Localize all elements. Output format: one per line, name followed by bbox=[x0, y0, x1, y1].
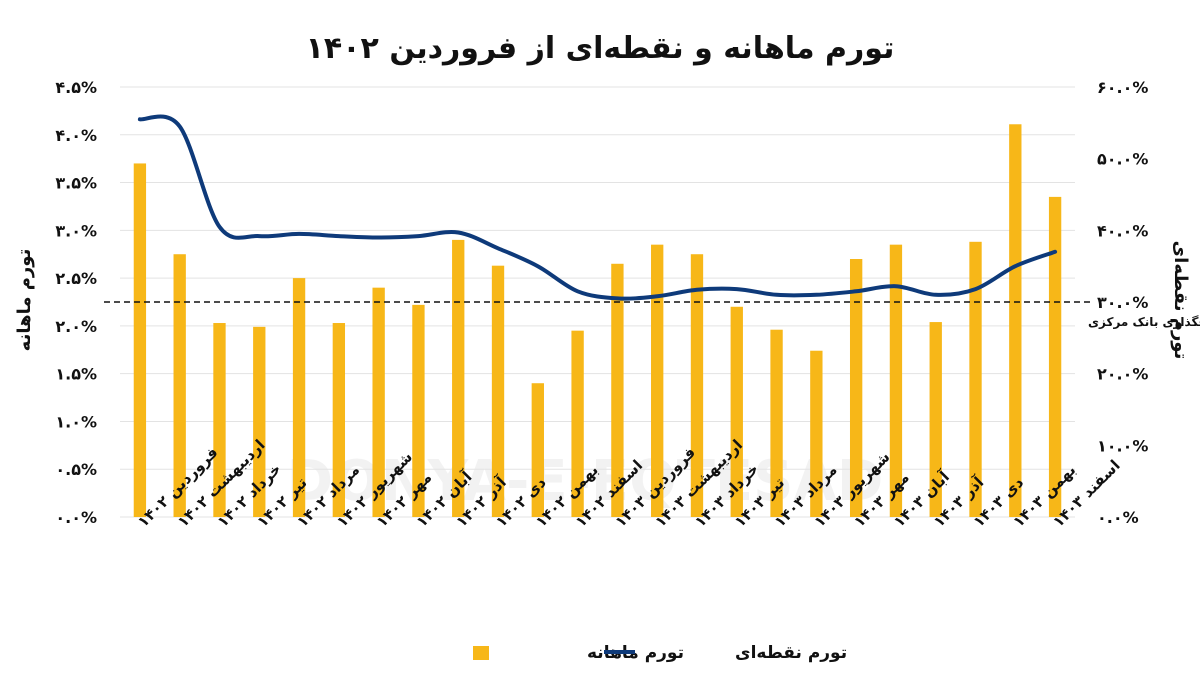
y-left-tick-label: ۰.۵% bbox=[55, 460, 97, 479]
bar bbox=[452, 239, 465, 517]
watermark-text: DONYA-E-EQTESAD bbox=[287, 449, 884, 514]
line-path bbox=[137, 114, 1058, 301]
reference-line-group: هدفگذاری بانک مرکزی bbox=[104, 301, 1200, 329]
right-axis-ticks: ۰.۰% ۱۰.۰% ۲۰.۰% ۳۰.۰% ۴۰.۰% ۵۰.۰% ۶۰.۰% bbox=[1097, 78, 1148, 527]
bar bbox=[571, 330, 584, 517]
y-left-tick-label: ۱.۰% bbox=[55, 412, 97, 431]
legend-label-line: تورم نقطه‌ای bbox=[735, 643, 847, 663]
bar bbox=[849, 259, 863, 517]
y-right-tick-label: ۳۰.۰% bbox=[1097, 293, 1148, 312]
left-axis-ticks: ۰.۰% ۰.۵% ۱.۰% ۱.۵% ۲.۰% ۲.۵% ۳.۰% ۳.۵% ۴.۰% ۴.۵% bbox=[55, 78, 97, 527]
bar bbox=[491, 265, 505, 517]
bar-series bbox=[133, 124, 1062, 518]
bar bbox=[173, 254, 186, 517]
y-left-tick-label: ۲.۰% bbox=[55, 317, 97, 336]
reference-line-label: هدفگذاری بانک مرکزی bbox=[1088, 315, 1200, 329]
y-left-tick-label: ۲.۵% bbox=[55, 269, 97, 288]
bar bbox=[770, 329, 783, 517]
bar bbox=[1009, 124, 1022, 518]
y-left-tick-label: ۴.۵% bbox=[55, 78, 97, 97]
legend-swatch-bar bbox=[473, 646, 489, 660]
y-right-tick-label: ۱۰.۰% bbox=[1097, 436, 1148, 455]
y-left-tick-label: ۴.۰% bbox=[55, 126, 97, 145]
bar bbox=[730, 306, 743, 517]
gridlines bbox=[120, 86, 1075, 518]
y-right-tick-label: ۲۰.۰% bbox=[1097, 365, 1148, 384]
line-series bbox=[137, 114, 1058, 301]
y-right-tick-label: ۶۰.۰% bbox=[1097, 78, 1148, 97]
bar bbox=[412, 304, 425, 517]
y-left-tick-label: ۳.۵% bbox=[55, 174, 97, 193]
bar bbox=[253, 326, 266, 517]
legend-label-bar: تورم ماهانه bbox=[587, 643, 684, 663]
bar bbox=[929, 322, 942, 517]
y-right-tick-label: ۴۰.۰% bbox=[1097, 221, 1148, 240]
bar bbox=[1048, 196, 1062, 517]
bar bbox=[292, 278, 306, 517]
y-axis-left-label: تورم ماهانه bbox=[14, 249, 35, 352]
bar bbox=[332, 323, 346, 517]
bar bbox=[213, 323, 226, 517]
bar bbox=[889, 244, 903, 517]
bar bbox=[372, 287, 385, 517]
chart-title: تورم ماهانه و نقطه‌ای از فروردین ۱۴۰۲ bbox=[306, 31, 895, 66]
bar bbox=[969, 241, 982, 518]
y-right-tick-label: ۰.۰% bbox=[1097, 508, 1139, 527]
bar bbox=[531, 383, 544, 517]
y-left-tick-label: ۰.۰% bbox=[55, 508, 97, 527]
y-right-tick-label: ۵۰.۰% bbox=[1097, 150, 1148, 169]
y-left-tick-label: ۳.۰% bbox=[55, 221, 97, 240]
bar bbox=[810, 350, 823, 517]
bar bbox=[133, 163, 147, 517]
y-left-tick-label: ۱.۵% bbox=[55, 365, 97, 384]
bar bbox=[611, 263, 624, 517]
bar bbox=[690, 254, 704, 517]
y-axis-right-label: تورم نقطه‌ای bbox=[1170, 241, 1191, 360]
bar bbox=[651, 244, 664, 517]
legend: تورم ماهانه تورم نقطه‌ای bbox=[473, 643, 847, 663]
